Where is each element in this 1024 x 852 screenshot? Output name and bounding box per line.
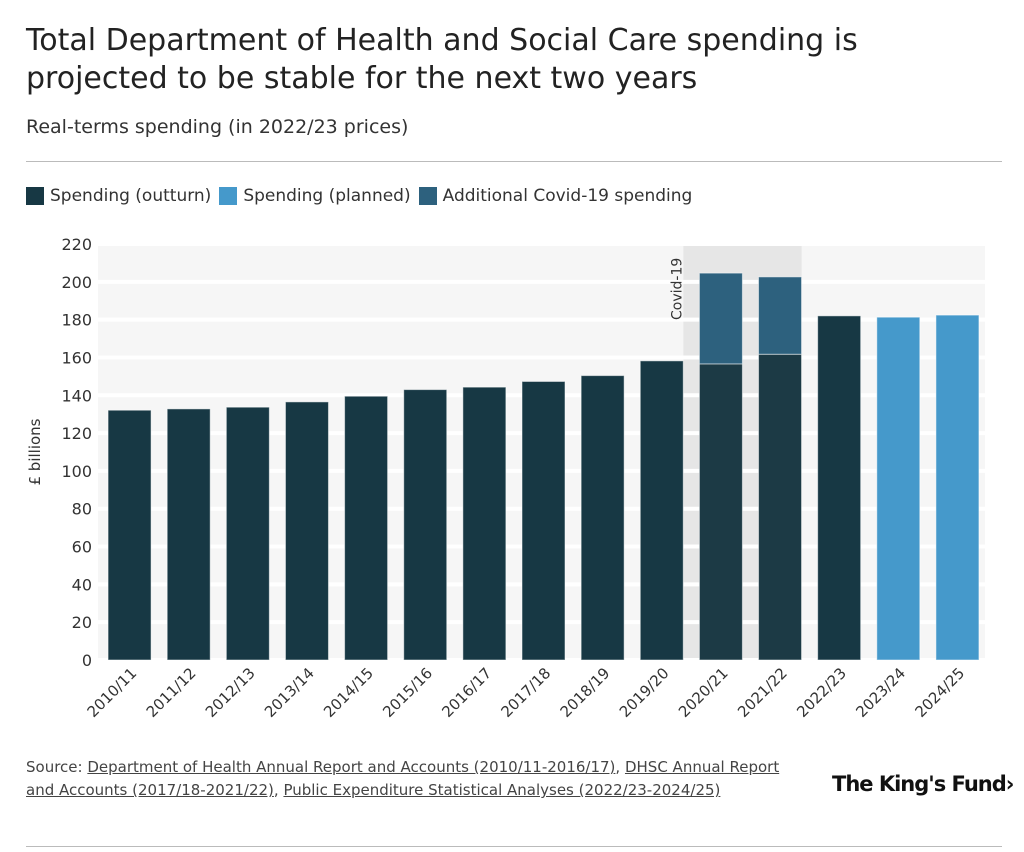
bar-spending-outturn-: [639, 360, 684, 661]
legend-label: Spending (planned): [243, 186, 411, 206]
bar-chart: 0 20 40 60 80 100 120 140 160 180 200 220 £ billions…: [26, 235, 980, 721]
legend-item-outturn: Spending (outturn): [26, 186, 211, 206]
x-tick-label: 2016/17: [438, 664, 495, 721]
bar-spending-outturn-: [284, 401, 329, 661]
legend: Spending (outturn) Spending (planned) Ad…: [26, 186, 692, 206]
divider: [26, 161, 1002, 162]
legend-label: Spending (outturn): [50, 186, 212, 206]
bar-spending-outturn-: [521, 380, 566, 661]
x-tick-label: 2024/25: [911, 664, 968, 721]
y-tick-label: 80: [72, 500, 92, 519]
sep: ,: [273, 781, 284, 799]
legend-swatch: [26, 187, 44, 205]
x-tick-label: 2019/20: [616, 664, 673, 721]
bar-spending-outturn-: [344, 395, 389, 661]
bar-additional-covid-19-spending: [758, 276, 803, 355]
y-tick-label: 220: [61, 235, 92, 254]
y-tick-label: 40: [72, 575, 92, 594]
y-tick-label: 140: [61, 386, 92, 405]
legend-swatch: [418, 187, 437, 205]
x-tick-label: 2013/14: [261, 664, 318, 721]
chart-subtitle: Real-terms spending (in 2022/23 prices): [26, 116, 409, 138]
y-tick-label: 120: [61, 424, 92, 443]
bar-spending-outturn-: [817, 315, 862, 661]
x-tick-label: 2010/11: [84, 664, 141, 721]
bar-spending-planned-: [876, 316, 921, 661]
x-tick-label: 2011/12: [143, 664, 200, 721]
legend-label: Additional Covid-19 spending: [442, 186, 693, 206]
bar-spending-outturn-: [758, 353, 803, 661]
y-tick-label: 20: [72, 613, 92, 632]
sep: ,: [615, 758, 625, 776]
source-note: Source: Department of Health Annual Repo…: [26, 756, 786, 802]
x-tick-label: 2020/21: [675, 664, 732, 721]
y-tick-label: 160: [61, 348, 92, 367]
kings-fund-logo: The King's Fund›: [832, 772, 1014, 796]
y-tick-label: 200: [61, 273, 92, 292]
legend-item-planned: Spending (planned): [219, 186, 411, 206]
source-prefix: Source:: [26, 758, 88, 776]
bar-spending-outturn-: [698, 363, 743, 661]
bar-spending-outturn-: [225, 406, 270, 661]
legend-item-covid: Additional Covid-19 spending: [418, 186, 693, 206]
x-tick-label: 2022/23: [793, 664, 850, 721]
x-tick-label: 2018/19: [557, 664, 614, 721]
y-axis-label: £ billions: [26, 418, 44, 485]
bar-spending-outturn-: [166, 408, 211, 661]
bar-additional-covid-19-spending: [698, 272, 743, 365]
y-tick-label: 180: [61, 311, 92, 330]
bar-spending-outturn-: [403, 389, 448, 661]
x-tick-label: 2021/22: [734, 664, 791, 721]
y-tick-label: 60: [72, 538, 92, 557]
legend-swatch: [219, 187, 238, 205]
bar-spending-outturn-: [107, 409, 152, 661]
x-tick-label: 2014/15: [320, 664, 377, 721]
source-link[interactable]: DHSC Annual Report and Accounts (2017/18…: [26, 758, 780, 799]
divider: [26, 846, 1002, 847]
y-tick-label: 0: [82, 651, 92, 670]
source-link[interactable]: Public Expenditure Statistical Analyses …: [283, 781, 721, 799]
y-tick-label: 100: [61, 462, 92, 481]
bar-spending-planned-: [935, 314, 980, 661]
x-tick-label: 2012/13: [202, 664, 259, 721]
source-link[interactable]: Department of Health Annual Report and A…: [87, 758, 616, 776]
covid-annotation: Covid-19: [669, 258, 685, 320]
bar-spending-outturn-: [462, 386, 507, 661]
x-tick-label: 2017/18: [498, 664, 555, 721]
bar-spending-outturn-: [580, 375, 625, 661]
chart-title: Total Department of Health and Social Ca…: [26, 23, 858, 96]
x-tick-label: 2015/16: [379, 664, 436, 721]
x-tick-label: 2023/24: [852, 664, 909, 721]
